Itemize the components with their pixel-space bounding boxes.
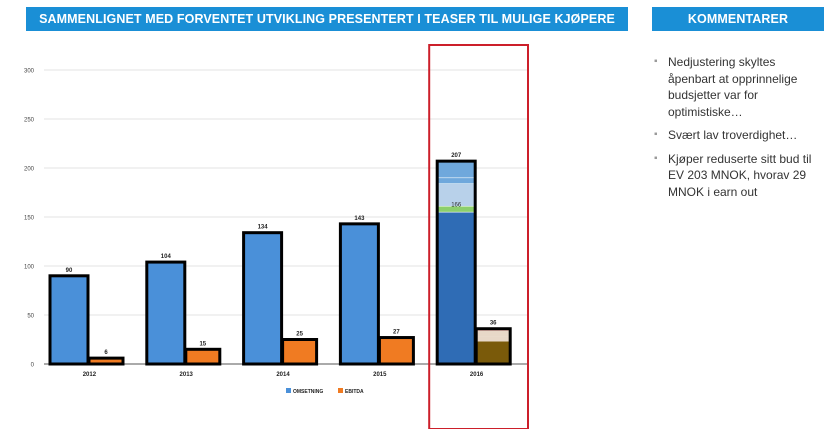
y-tick-label: 300 [24,69,35,75]
bar-omsetning-segment [436,211,476,365]
comments-header: KOMMENTARER [652,7,824,31]
comment-item: ▪ Kjøper reduserte sitt bud til EV 203 MN… [654,151,812,199]
bar-ebitda [184,347,222,366]
x-tick-label: 2012 [83,372,97,378]
bullet-icon: ▪ [654,56,658,67]
legend-label-omsetning: OMSETNING [293,389,323,395]
y-tick-label: 100 [24,265,35,271]
legend-swatch-omsetning [286,388,291,393]
bar-ebitda-outline [474,327,512,366]
revenue-ebitda-chart: 0 50 100 150 200 250 300 90 6 2012 104 15 2013 134 25 2… [24,44,530,429]
bar-omsetning [242,231,284,366]
data-label-ebitda: 6 [104,350,108,356]
x-tick-label: 2015 [373,372,387,378]
bar-ebitda-segment [476,336,511,342]
y-tick-label: 200 [24,167,35,173]
main-header: SAMMENLIGNET MED FORVENTET UTVIKLING PRE… [26,7,628,31]
bar-omsetning [48,274,90,366]
x-tick-label: 2014 [276,372,290,378]
data-label-ebitda: 36 [490,321,497,327]
data-label-omsetning: 90 [66,268,73,274]
x-tick-label: 2013 [180,372,194,378]
bar-ebitda [377,336,415,366]
comments-list: ▪ Nedjustering skyltes åpenbart at opprin… [652,54,824,207]
legend-swatch-ebitda [338,388,343,393]
y-tick-label: 0 [31,363,35,369]
comment-item: ▪ Nedjustering skyltes åpenbart at opprin… [654,55,798,119]
y-tick-label: 50 [27,314,34,320]
bar-omsetning-outline [435,159,477,366]
bar-omsetning [338,222,380,366]
y-tick-label: 150 [24,216,35,222]
bar-omsetning-segment [436,160,476,179]
bar-omsetning-segment [436,177,476,184]
bar-ebitda [281,338,319,366]
bar-ebitda-segment [476,341,511,364]
data-label-omsetning: 143 [354,216,365,222]
bar-ebitda-segment [476,328,511,337]
data-label-omsetning: 104 [161,254,172,260]
bar-omsetning [145,260,187,366]
data-label-omsetning: 134 [258,225,269,231]
data-label-omsetning: 207 [451,153,462,159]
data-label-ebitda: 27 [393,330,400,336]
bullet-icon: ▪ [654,152,658,164]
highlight-box-2016 [428,44,530,429]
y-tick-label: 250 [24,118,35,124]
legend-label-ebitda: EBITDA [345,389,364,395]
segment-label: 166 [451,202,462,208]
data-label-ebitda: 25 [296,332,303,338]
bullet-icon: ▪ [654,129,658,140]
comment-item: ▪ Svært lav troverdighet… [654,128,798,142]
data-label-ebitda: 15 [199,341,206,347]
x-tick-label: 2016 [470,372,484,378]
bar-ebitda [87,356,125,366]
